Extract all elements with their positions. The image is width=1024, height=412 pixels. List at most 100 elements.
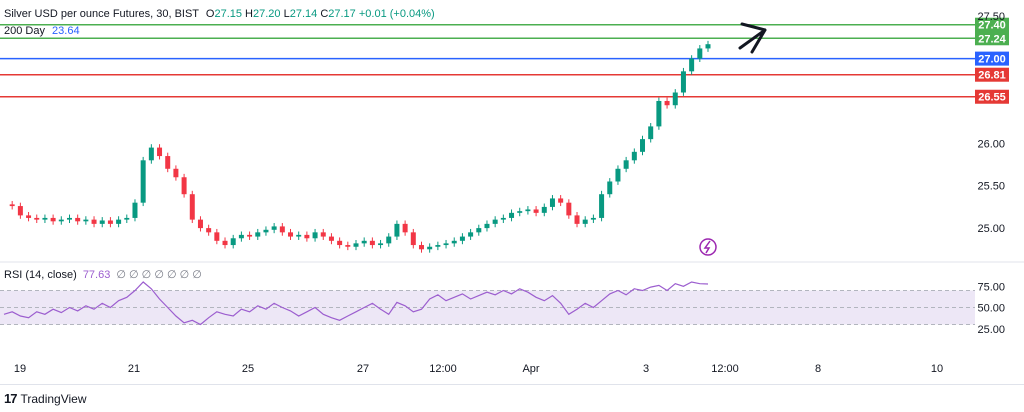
ma-legend[interactable]: 200 Day 23.64 bbox=[4, 25, 80, 37]
candle-body bbox=[656, 100, 662, 127]
candle-body bbox=[517, 211, 523, 213]
candle-body bbox=[476, 228, 482, 233]
rsi-label: RSI (14, close) bbox=[4, 269, 77, 281]
level-badge bbox=[975, 67, 1009, 82]
candle-body bbox=[459, 236, 465, 241]
candle-body bbox=[492, 219, 498, 224]
candle-body bbox=[631, 151, 637, 161]
candle-body bbox=[705, 44, 711, 49]
candle-body bbox=[394, 223, 400, 237]
candle-body bbox=[468, 232, 474, 237]
candle-body bbox=[75, 217, 81, 222]
time-tick-label: 3 bbox=[643, 363, 649, 375]
candle-body bbox=[549, 198, 555, 207]
candle-body bbox=[623, 160, 629, 169]
level-label: 26.55 bbox=[978, 92, 1006, 104]
candle-body bbox=[206, 228, 212, 233]
rsi-tick-label: 25.00 bbox=[977, 324, 1005, 336]
candle-body bbox=[607, 181, 613, 195]
high-label: H bbox=[245, 8, 253, 20]
candle-body bbox=[26, 215, 32, 218]
price-tick-label: 27.50 bbox=[977, 11, 1005, 23]
time-tick-label: 12:00 bbox=[711, 363, 739, 375]
tradingview-logo[interactable]: 17 TradingView bbox=[4, 391, 87, 406]
symbol-title[interactable]: Silver USD per ounce Futures, 30, BIST bbox=[4, 8, 199, 20]
candle-body bbox=[304, 234, 310, 239]
price-tick-label: 26.00 bbox=[977, 138, 1005, 150]
time-tick-label: 19 bbox=[14, 363, 26, 375]
rsi-line bbox=[3, 281, 709, 326]
time-tick-label: 27 bbox=[357, 363, 369, 375]
candle-body bbox=[197, 219, 203, 229]
time-tick-label: 25 bbox=[242, 363, 254, 375]
candle-body bbox=[66, 217, 72, 220]
candle-body bbox=[443, 243, 449, 246]
low-label: L bbox=[283, 8, 290, 20]
time-tick-label: 8 bbox=[815, 363, 821, 375]
candle-body bbox=[615, 168, 621, 182]
candle-body bbox=[378, 243, 384, 246]
level-badge bbox=[975, 51, 1009, 66]
candle-body bbox=[288, 232, 294, 237]
candle-body bbox=[255, 232, 261, 237]
candle-body bbox=[107, 220, 113, 224]
time-tick-label: 21 bbox=[128, 363, 140, 375]
candle-body bbox=[296, 234, 302, 237]
ma-value: 23.64 bbox=[52, 25, 80, 37]
time-axis: 19 21 25 27 12:00 Apr 3 12:00 8 10 bbox=[14, 363, 943, 375]
price-axis: 27.50 26.00 25.50 25.00 bbox=[977, 11, 1005, 235]
change-value: +0.01 (+0.04%) bbox=[358, 8, 435, 20]
candle-body bbox=[189, 194, 195, 220]
candle-body bbox=[566, 202, 572, 216]
candle-body bbox=[140, 160, 146, 203]
candle-body bbox=[214, 232, 220, 241]
candle-body bbox=[435, 245, 441, 247]
level-badge bbox=[975, 17, 1009, 32]
level-badge bbox=[975, 89, 1009, 104]
candle-body bbox=[345, 245, 351, 247]
rsi-tick-label: 75.00 bbox=[977, 281, 1005, 293]
ma-label: 200 Day bbox=[4, 25, 45, 37]
rsi-value: 77.63 bbox=[82, 269, 111, 281]
candle-body bbox=[42, 217, 48, 220]
candle-body bbox=[541, 206, 547, 213]
time-tick-label: 10 bbox=[931, 363, 943, 375]
level-label: 26.81 bbox=[978, 70, 1006, 82]
candle-body bbox=[50, 217, 56, 222]
candle-body bbox=[697, 48, 703, 59]
candle-body bbox=[386, 236, 392, 244]
candle-body bbox=[582, 219, 588, 224]
time-tick-label: 12:00 bbox=[429, 363, 457, 375]
candle-body bbox=[328, 236, 334, 241]
candle-body bbox=[116, 219, 122, 224]
open-label: O bbox=[205, 8, 215, 20]
candle-body bbox=[509, 212, 515, 218]
candle-body bbox=[533, 209, 539, 213]
candle-body bbox=[337, 240, 343, 246]
close-value: 27.17 bbox=[328, 8, 356, 20]
candle-body bbox=[124, 217, 130, 220]
event-lightning-icon[interactable] bbox=[699, 238, 717, 256]
candle-body bbox=[369, 240, 375, 246]
level-label: 27.00 bbox=[978, 54, 1006, 66]
candle-body bbox=[312, 232, 318, 239]
candle-body bbox=[558, 198, 564, 203]
candle-body bbox=[689, 58, 695, 72]
candle-body bbox=[599, 194, 605, 218]
brand-name: TradingView bbox=[20, 391, 87, 406]
candle-body bbox=[590, 217, 596, 220]
candle-body bbox=[680, 71, 686, 93]
low-value: 27.14 bbox=[289, 8, 318, 20]
candle-body bbox=[451, 240, 457, 244]
candle-body bbox=[664, 100, 670, 106]
rsi-pane: 75.00 50.00 25.00 bbox=[0, 261, 1024, 336]
rsi-legend[interactable]: RSI (14, close) 77.63 ∅ ∅ ∅ ∅ ∅ ∅ ∅ bbox=[4, 268, 202, 281]
candle-body bbox=[165, 156, 171, 169]
candle-body bbox=[157, 147, 163, 157]
candle-body bbox=[132, 202, 138, 218]
candle-body bbox=[181, 177, 187, 195]
candle-body bbox=[402, 223, 408, 233]
